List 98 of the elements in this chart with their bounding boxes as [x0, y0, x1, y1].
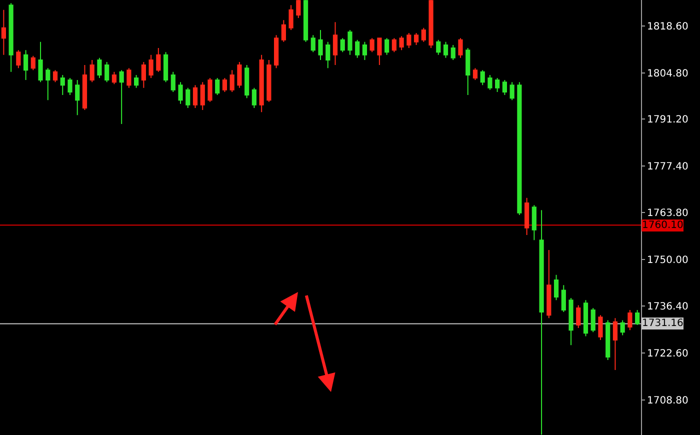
- y-tick-label: 1804.80: [647, 68, 688, 80]
- candlestick: [517, 82, 522, 216]
- candlestick: [561, 284, 566, 313]
- candlestick: [370, 38, 374, 53]
- candlestick: [274, 34, 279, 69]
- candlestick: [222, 78, 228, 92]
- candlestick: [30, 55, 36, 71]
- candlestick: [355, 39, 360, 58]
- candlestick: [568, 298, 574, 346]
- candlestick: [348, 29, 352, 56]
- candlestick: [186, 87, 190, 108]
- candlestick: [399, 36, 404, 51]
- candlestick: [612, 318, 618, 370]
- candlestick: [377, 38, 382, 66]
- candlestick: [606, 320, 610, 361]
- candlestick: [208, 78, 212, 102]
- ref-line-label: 1731.16: [642, 318, 684, 329]
- candlestick: [192, 84, 198, 108]
- candlestick: [303, 0, 308, 42]
- candlestick: [134, 74, 139, 88]
- candlestick: [628, 309, 632, 331]
- candlestick: [60, 74, 65, 96]
- candlestick: [141, 62, 146, 88]
- candlestick: [38, 41, 43, 83]
- candlestick: [428, 0, 434, 49]
- y-tick-label: 1722.60: [647, 348, 688, 360]
- candlestick: [252, 87, 256, 108]
- candlestick: [82, 64, 88, 111]
- y-tick-label: 1763.80: [647, 208, 688, 220]
- candlestick: [466, 48, 470, 96]
- candlestick: [244, 64, 250, 99]
- candlestick: [635, 309, 640, 326]
- candlestick: [156, 48, 161, 72]
- candlestick: [170, 71, 176, 92]
- candlestick: [23, 50, 28, 81]
- candlestick: [112, 71, 117, 85]
- candlestick: [384, 38, 390, 56]
- candlestick: [126, 68, 132, 88]
- candlestick: [8, 2, 14, 72]
- candlestick: [119, 70, 124, 124]
- candlestick: [237, 62, 242, 88]
- candlestick: [75, 80, 80, 116]
- candlestick: [200, 82, 205, 111]
- candlestick: [178, 82, 183, 104]
- candlestick: [554, 274, 559, 301]
- candlestick: [539, 210, 544, 435]
- candlestick: [1, 9, 6, 56]
- candlestick: [524, 197, 530, 236]
- candlestick: [450, 44, 456, 60]
- y-tick-label: 1708.80: [647, 395, 688, 406]
- candlestick: [436, 39, 441, 56]
- candlestick: [458, 38, 463, 58]
- candlestick: [392, 38, 396, 53]
- candlestick: [148, 54, 154, 79]
- candlestick: [532, 204, 536, 241]
- candlestick: [362, 41, 368, 60]
- candlestick: [215, 78, 220, 96]
- candlestick: [281, 20, 286, 42]
- y-tick-label: 1736.40: [647, 301, 688, 312]
- candlestick: [230, 70, 234, 92]
- candlestick: [620, 320, 625, 336]
- candlestick: [326, 41, 330, 69]
- candlestick: [46, 68, 50, 101]
- candlestick: [546, 250, 552, 319]
- candlestick: [340, 38, 345, 53]
- candlestick: [90, 59, 94, 83]
- candlestick: [510, 82, 514, 101]
- candlestick: [598, 314, 603, 340]
- y-tick-label: 1791.20: [647, 114, 688, 126]
- y-tick-label: 1818.60: [647, 21, 688, 32]
- candlestick: [318, 29, 323, 60]
- candlestick: [52, 70, 58, 83]
- candlestick: [310, 34, 316, 53]
- candlestick: [296, 0, 301, 19]
- candlestick: [406, 32, 412, 49]
- candlestick: [163, 52, 168, 83]
- candlestick: [480, 70, 485, 86]
- candlestick: [332, 22, 338, 66]
- candlestick: [414, 32, 419, 46]
- ref-line-label: 1760.10: [642, 220, 684, 231]
- candlestick: [421, 27, 426, 42]
- candlestick: [259, 54, 264, 113]
- candlestick: [443, 41, 448, 58]
- y-tick-label: 1777.40: [647, 162, 688, 173]
- candlestick: [68, 78, 72, 96]
- candlestick: [590, 307, 596, 333]
- candlestick: [104, 62, 110, 83]
- candlestick: [488, 74, 492, 90]
- candlestick: [495, 78, 500, 92]
- candlestick: [288, 4, 294, 30]
- candlestick: [576, 304, 581, 329]
- y-tick-label: 1750.00: [647, 255, 688, 266]
- candlestick: [16, 50, 21, 69]
- candlestick: [266, 59, 272, 102]
- candlestick: [502, 80, 507, 96]
- candlestick: [97, 57, 102, 79]
- candlestick: [472, 68, 478, 81]
- candlestick: [583, 300, 588, 337]
